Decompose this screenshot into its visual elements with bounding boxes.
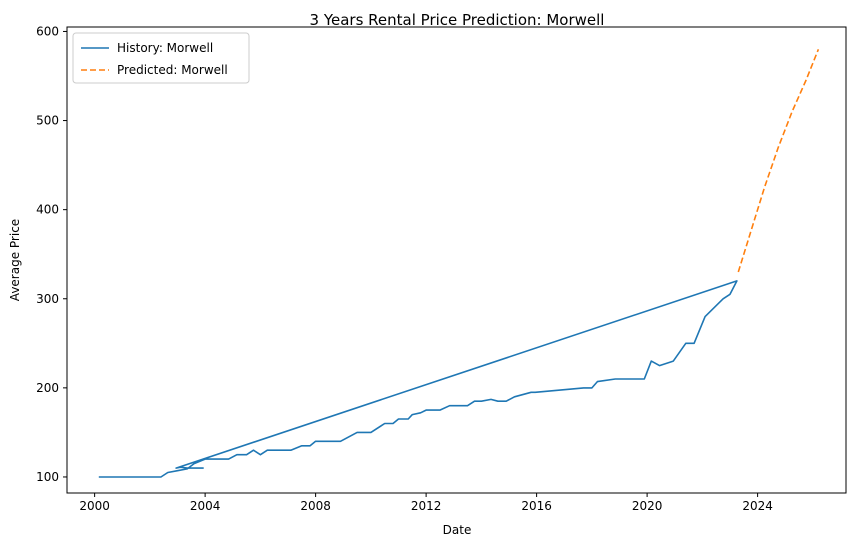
y-axis-label: Average Price (8, 219, 22, 301)
chart-title: 3 Years Rental Price Prediction: Morwell (310, 11, 605, 29)
series-layer (98, 49, 820, 478)
axis-layer: 2000 2004 2008 2012 2016 2020 2024 100 200 300 400… (36, 24, 773, 513)
x-axis-label: Date (443, 523, 472, 537)
legend-label: Predicted: Morwell (117, 63, 228, 77)
y-tick-label: 600 (36, 24, 59, 38)
legend: History: Morwell Predicted: Morwell (72, 32, 250, 84)
y-tick-label: 100 (36, 470, 59, 484)
x-tick-label: 2016 (521, 499, 552, 513)
x-tick-label: 2000 (79, 499, 110, 513)
x-tick-label: 2012 (411, 499, 442, 513)
x-tick-label: 2004 (190, 499, 221, 513)
x-tick-label: 2020 (632, 499, 663, 513)
series-line-history (98, 280, 738, 478)
plot-area (66, 26, 847, 494)
series-line-predicted (737, 49, 820, 273)
y-tick-label: 300 (36, 292, 59, 306)
y-tick-label: 400 (36, 203, 59, 217)
x-tick-label: 2008 (300, 499, 331, 513)
y-tick-label: 500 (36, 114, 59, 128)
legend-box (72, 32, 250, 84)
legend-label: History: Morwell (117, 41, 213, 55)
y-tick-label: 200 (36, 381, 59, 395)
x-tick-label: 2024 (742, 499, 773, 513)
